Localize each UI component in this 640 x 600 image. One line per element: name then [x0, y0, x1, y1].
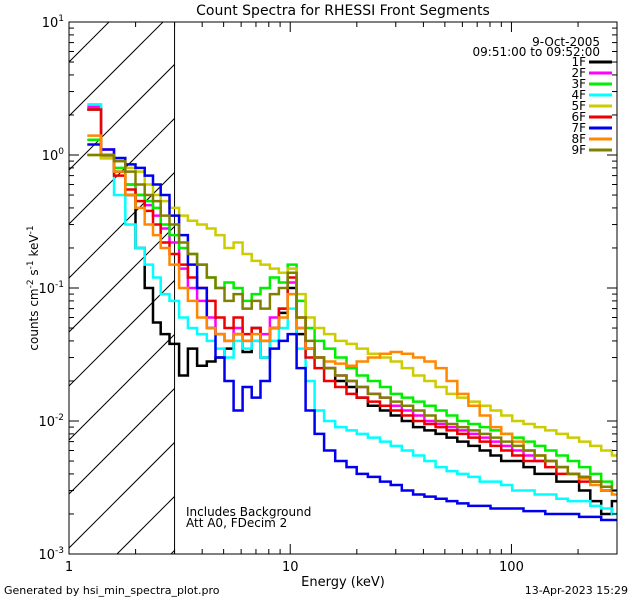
y-tick-label: 101 — [42, 14, 64, 31]
hatch-line — [69, 171, 175, 279]
background-note: Includes Background — [186, 505, 311, 519]
hatch-line — [0, 0, 123, 554]
hatch-line — [69, 279, 175, 387]
excluded-region-hatching — [0, 0, 175, 554]
y-axis-label: counts cm-2 s-1 keV-1 — [26, 225, 41, 350]
y-tick-label: 100 — [42, 147, 65, 164]
date-annotation: 9-Oct-2005 — [532, 35, 600, 49]
series-6f — [87, 108, 617, 492]
series-lines — [87, 103, 617, 522]
hatch-line — [69, 441, 175, 549]
chart-title: Count Spectra for RHESSI Front Segments — [196, 3, 490, 19]
hatch-line — [69, 22, 164, 117]
footer-generated: Generated by hsi_min_spectra_plot.pro — [4, 584, 220, 597]
hatch-line — [69, 22, 110, 63]
y-tick-label: 10-2 — [38, 413, 64, 430]
legend-label-5f: 5F — [571, 99, 586, 113]
series-7f — [87, 143, 617, 522]
series-9f — [87, 153, 617, 492]
y-tick-label: 10-1 — [38, 280, 64, 297]
legend-label-8f: 8F — [571, 132, 586, 146]
series-1f — [87, 108, 617, 516]
legend-label-7f: 7F — [571, 121, 586, 135]
footer-timestamp: 13-Apr-2023 15:29 — [525, 584, 628, 597]
x-tick-label: 100 — [499, 560, 524, 575]
axis-ticks — [68, 21, 618, 555]
series-4f — [87, 103, 617, 516]
hatch-line — [170, 549, 175, 554]
series-8f — [87, 134, 617, 496]
x-axis-label: Energy (keV) — [301, 575, 385, 590]
legend-label-2f: 2F — [571, 66, 586, 80]
hatch-line — [69, 63, 175, 171]
hatch-line — [69, 387, 175, 495]
x-tick-label: 1 — [65, 560, 73, 575]
hatch-line — [69, 225, 175, 333]
legend-label-9f: 9F — [571, 143, 586, 157]
legend-label-4f: 4F — [571, 88, 586, 102]
series-2f — [87, 105, 617, 492]
x-tick-label: 10 — [282, 560, 299, 575]
legend-label-3f: 3F — [571, 77, 586, 91]
y-tick-label: 10-3 — [38, 546, 64, 563]
legend-label-1f: 1F — [571, 55, 586, 69]
time-range-annotation: 09:51:00 to 09:52:00 — [473, 45, 600, 59]
legend-label-6f: 6F — [571, 110, 586, 124]
series-5f — [87, 153, 617, 457]
attenuator-note: Att A0, FDecim 2 — [186, 516, 287, 530]
series-3f — [87, 138, 617, 492]
